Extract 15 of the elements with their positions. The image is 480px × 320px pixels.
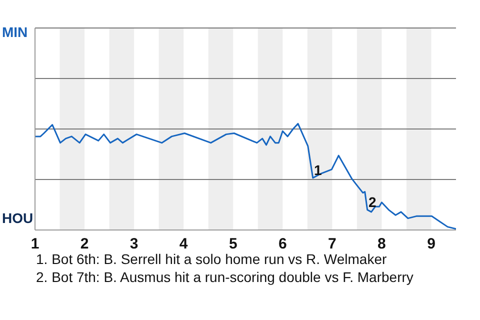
x-tick-label: 5	[228, 236, 238, 253]
annotation: 2	[368, 194, 376, 210]
text: MIN	[2, 24, 28, 40]
annotation: 1	[314, 162, 322, 178]
x-tick-label: 2	[80, 236, 89, 253]
text: HOU	[2, 210, 34, 226]
text: 1. Bot 6th: B. Serrell hit a solo home run vs R. Welmaker	[36, 251, 387, 267]
x-tick-label: 9	[427, 236, 436, 253]
x-tick-label: 7	[328, 236, 336, 253]
x-tick-label: 6	[278, 236, 287, 253]
x-tick-label: 1	[30, 236, 40, 253]
x-tick-label: 3	[130, 236, 138, 253]
x-tick-label: 8	[378, 236, 386, 253]
text: 2. Bot 7th: B. Ausmus hit a run-scoring double vs F. Marberry	[36, 268, 414, 286]
x-tick-label: 4	[179, 236, 188, 253]
